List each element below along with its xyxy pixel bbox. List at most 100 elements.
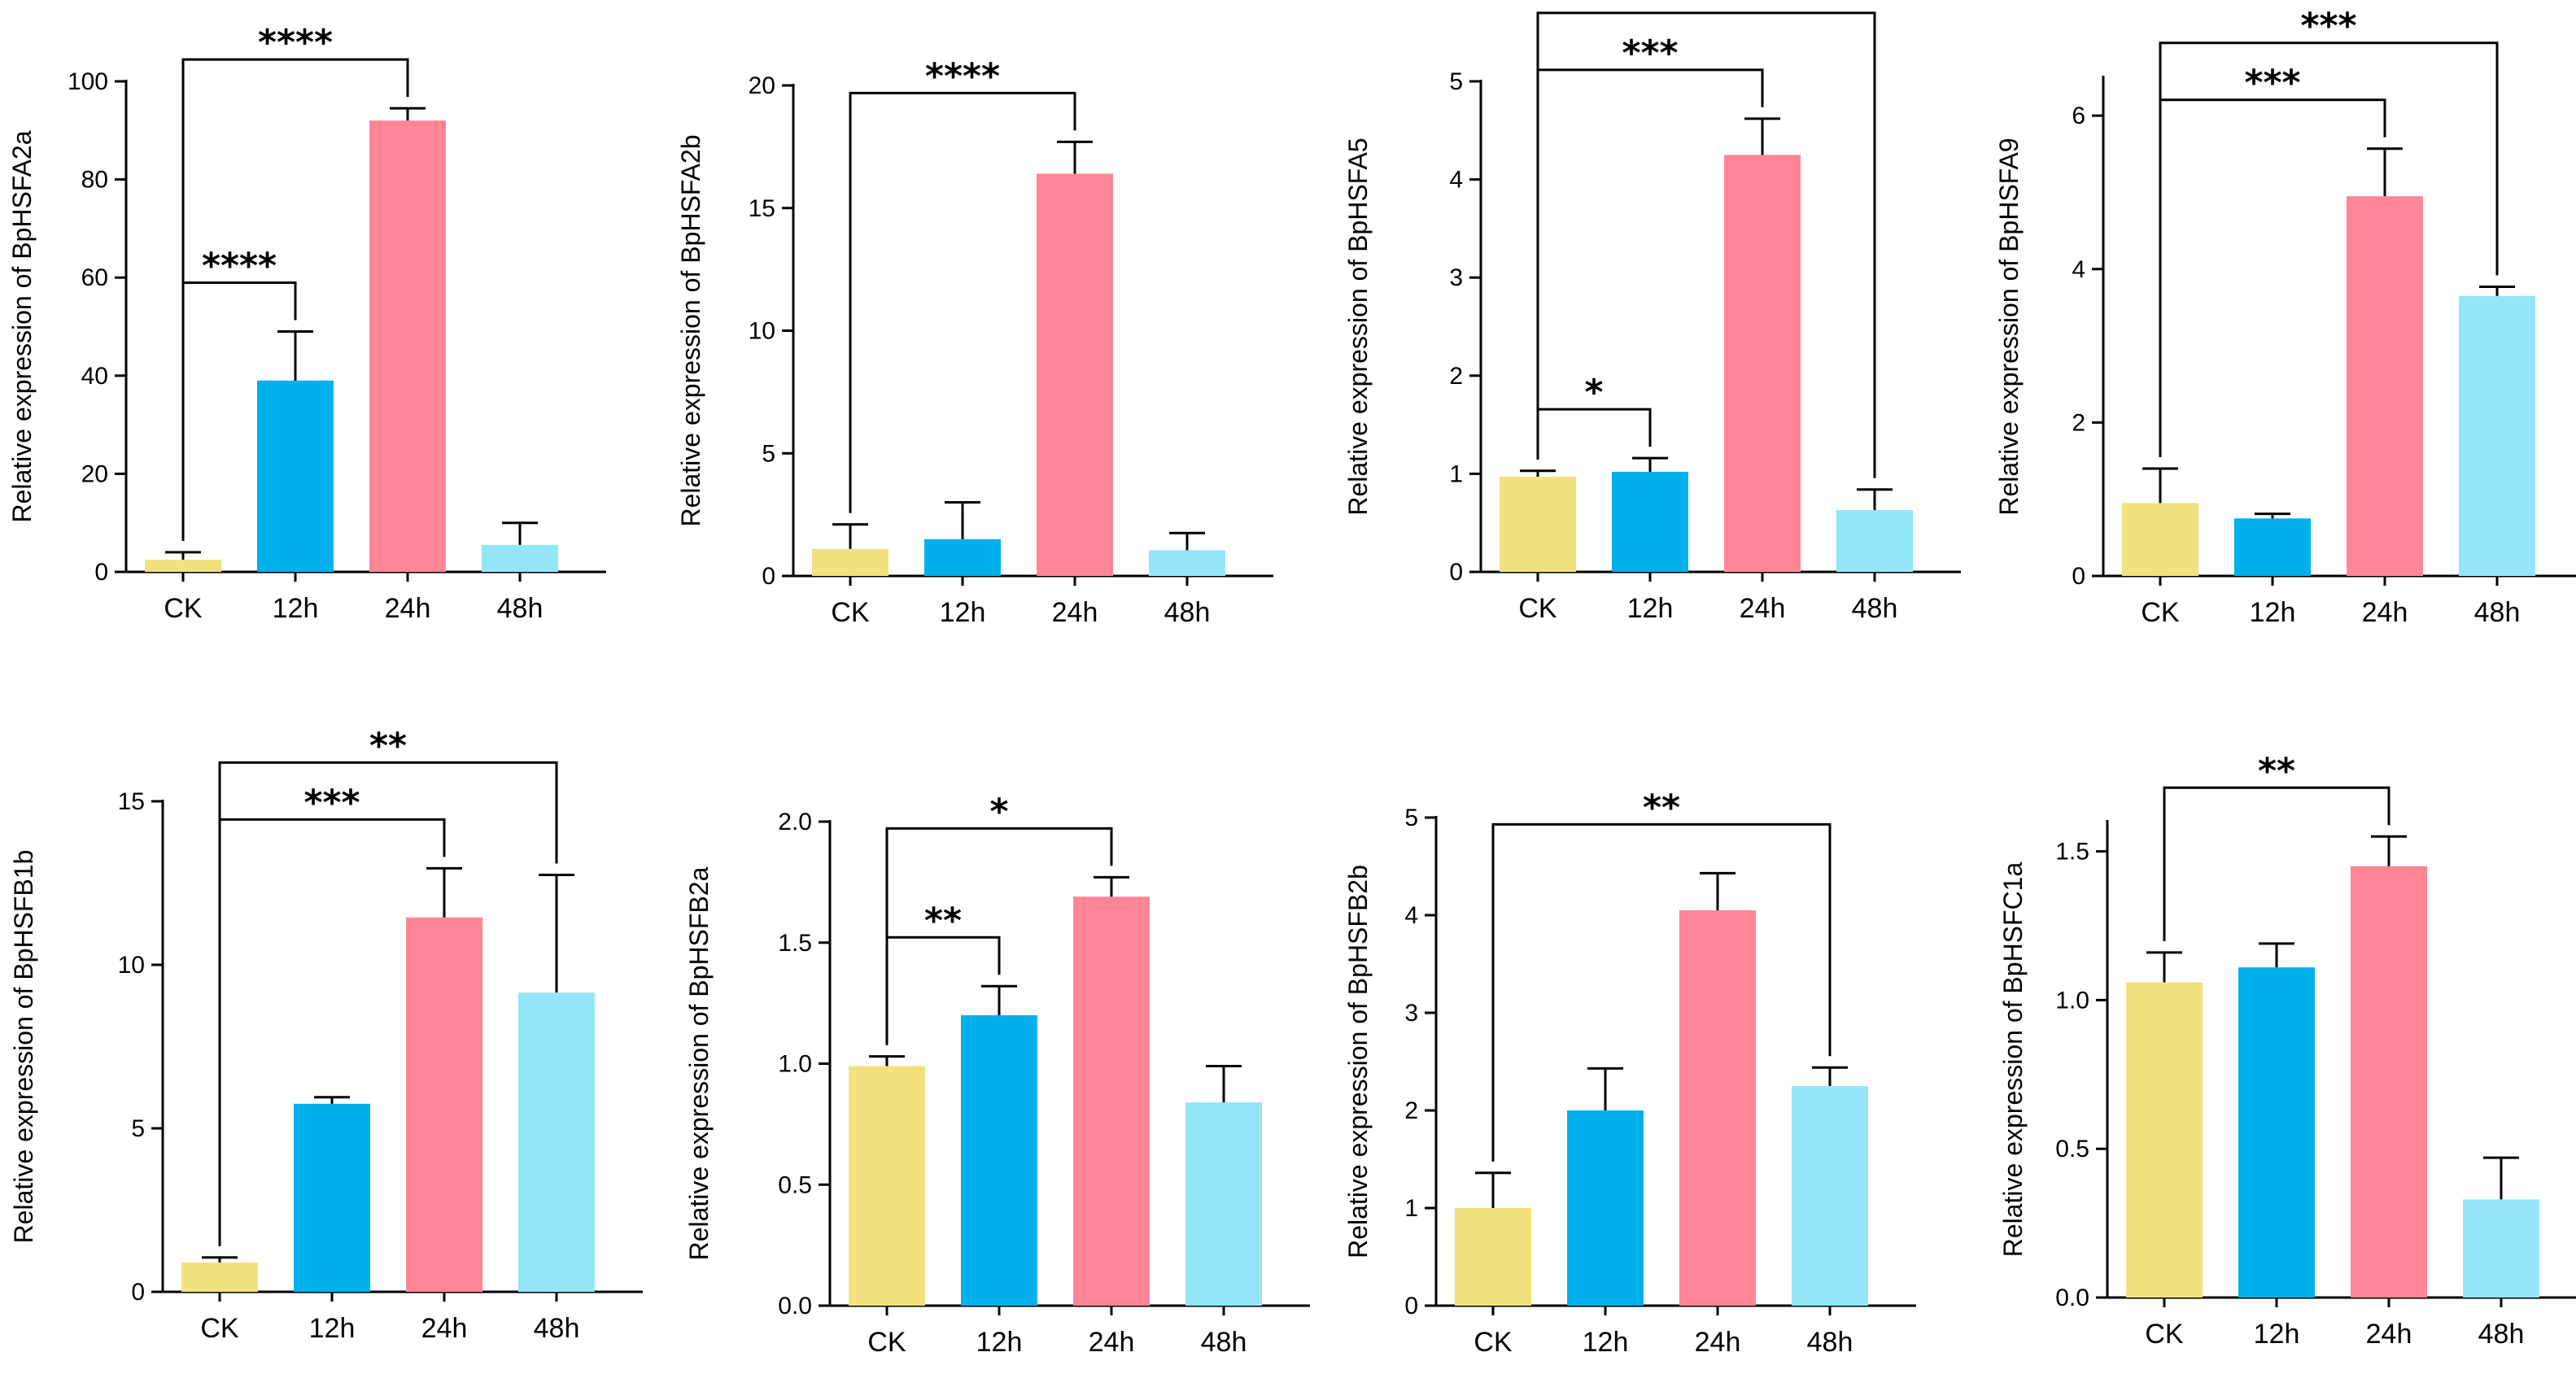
chart-panel: 0.0 0.5 1.0 1.5 2.0 Relative expression of Bp… xyxy=(684,791,1310,1358)
x-tick-label: CK xyxy=(1518,593,1557,624)
bar xyxy=(961,1015,1037,1306)
bar xyxy=(1455,1208,1531,1306)
y-axis-label: Relative expression of BpHSFA2a xyxy=(7,130,37,522)
bar xyxy=(1149,550,1225,576)
bar xyxy=(257,380,334,572)
x-tick-label: 48h xyxy=(1201,1327,1247,1358)
x-tick-label: 12h xyxy=(273,593,319,624)
bar xyxy=(1612,471,1688,572)
chart-panel: 0 5 10 15 Relative expression of BpHSFB1b CK 1… xyxy=(9,725,643,1344)
y-axis-label: Relative expression of BpHSFB2b xyxy=(1343,865,1373,1258)
y-tick-label: 5 xyxy=(131,1115,145,1142)
y-axis-label: Relative expression of BpHSFA5 xyxy=(1343,137,1373,515)
y-tick-label: 1.5 xyxy=(2055,839,2089,866)
bar xyxy=(145,559,221,572)
y-axis-label: Relative expression of BpHSFC1a xyxy=(1998,862,2028,1258)
significance-bracket xyxy=(885,827,1113,1045)
y-tick-label: 2.0 xyxy=(778,809,812,835)
y-tick-label: 1.0 xyxy=(778,1051,812,1078)
y-tick-label: 20 xyxy=(81,460,108,487)
chart-panel: 0 2 4 6 Relative expression of BpHSFA9 CK 12h 2… xyxy=(1994,6,2576,628)
significance-label: * xyxy=(1584,372,1603,413)
bar xyxy=(2126,982,2203,1298)
bar xyxy=(1500,477,1576,572)
significance-bracket xyxy=(181,58,409,541)
x-tick-label: 24h xyxy=(2366,1319,2412,1350)
significance-label: * xyxy=(1696,0,1715,17)
x-tick-label: CK xyxy=(2145,1319,2184,1350)
chart-panel: 0 20 40 60 80 100 Relative expression of BpHSF… xyxy=(7,22,606,624)
x-tick-label: 48h xyxy=(497,593,544,624)
x-tick-label: 48h xyxy=(2478,1319,2525,1350)
significance-label: *** xyxy=(303,782,360,823)
y-tick-label: 1 xyxy=(1404,1195,1418,1222)
x-tick-label: 12h xyxy=(309,1313,356,1344)
x-tick-label: 24h xyxy=(2362,597,2408,628)
x-tick-label: 12h xyxy=(940,597,986,628)
significance-bracket xyxy=(1536,408,1652,460)
bar xyxy=(1567,1110,1644,1306)
x-tick-label: CK xyxy=(831,597,870,628)
y-tick-label: 3 xyxy=(1449,264,1463,291)
y-tick-label: 2 xyxy=(1404,1097,1418,1124)
bar xyxy=(2347,196,2423,576)
y-axis-label: Relative expression of BpHSFB1b xyxy=(9,850,38,1244)
bar xyxy=(1724,155,1801,572)
chart-panel: 0 1 2 3 4 5 Relative expression of BpHSFA5 CK 12… xyxy=(1343,0,1961,624)
x-tick-label: CK xyxy=(164,593,203,624)
y-tick-label: 80 xyxy=(81,167,108,194)
bar xyxy=(1073,896,1150,1306)
y-tick-label: 0 xyxy=(94,559,108,586)
y-tick-label: 15 xyxy=(118,788,145,815)
y-tick-label: 60 xyxy=(81,264,108,291)
bar xyxy=(2351,866,2427,1298)
y-tick-label: 4 xyxy=(1449,167,1463,194)
x-tick-label: 48h xyxy=(1164,597,1211,628)
y-tick-label: 0.5 xyxy=(2055,1136,2089,1162)
y-tick-label: 0 xyxy=(1404,1293,1418,1319)
y-tick-label: 0 xyxy=(131,1279,145,1306)
y-tick-label: 5 xyxy=(762,440,775,467)
significance-label: ** xyxy=(2258,750,2295,792)
significance-label: * xyxy=(989,791,1008,832)
bar xyxy=(482,544,558,572)
y-tick-label: 1 xyxy=(1449,460,1463,487)
y-tick-label: 40 xyxy=(81,363,108,390)
significance-label: **** xyxy=(925,55,1000,97)
chart-panel: 0.0 0.5 1.0 1.5 Relative expression of BpHSF… xyxy=(1998,750,2576,1350)
significance-bracket xyxy=(1491,822,1832,1162)
bar xyxy=(1792,1086,1868,1306)
x-tick-label: CK xyxy=(2141,597,2180,628)
x-tick-label: 48h xyxy=(2474,597,2521,628)
significance-label: *** xyxy=(2300,6,2356,47)
y-tick-label: 5 xyxy=(1449,68,1463,95)
significance-bracket xyxy=(2159,41,2499,457)
significance-bracket xyxy=(849,91,1076,513)
x-tick-label: 12h xyxy=(1627,593,1674,624)
bar xyxy=(1836,510,1913,572)
bar xyxy=(2463,1199,2539,1298)
x-tick-label: 24h xyxy=(1089,1327,1135,1358)
y-tick-label: 0.0 xyxy=(2055,1285,2089,1311)
bar xyxy=(369,120,446,573)
x-tick-label: CK xyxy=(200,1313,239,1344)
significance-bracket xyxy=(1536,11,1876,478)
y-tick-label: 0 xyxy=(762,563,775,590)
x-tick-label: 12h xyxy=(976,1327,1023,1358)
significance-label: *** xyxy=(2244,63,2300,104)
y-tick-label: 100 xyxy=(68,68,108,95)
y-axis-label: Relative expression of BpHSFA9 xyxy=(1994,137,2024,515)
significance-label: ** xyxy=(924,900,962,941)
bar xyxy=(294,1103,370,1292)
chart-panel: 0 1 2 3 4 5 Relative expression of BpHSFB2b CK 1… xyxy=(1343,787,1916,1358)
bar xyxy=(2459,295,2535,576)
y-tick-label: 3 xyxy=(1404,1000,1418,1027)
bar xyxy=(1037,173,1113,577)
significance-label: **** xyxy=(202,246,277,287)
y-tick-label: 4 xyxy=(1404,902,1418,929)
bar xyxy=(2238,967,2315,1298)
bar xyxy=(518,992,595,1292)
bar xyxy=(849,1066,925,1306)
y-tick-label: 1.0 xyxy=(2055,987,2089,1014)
